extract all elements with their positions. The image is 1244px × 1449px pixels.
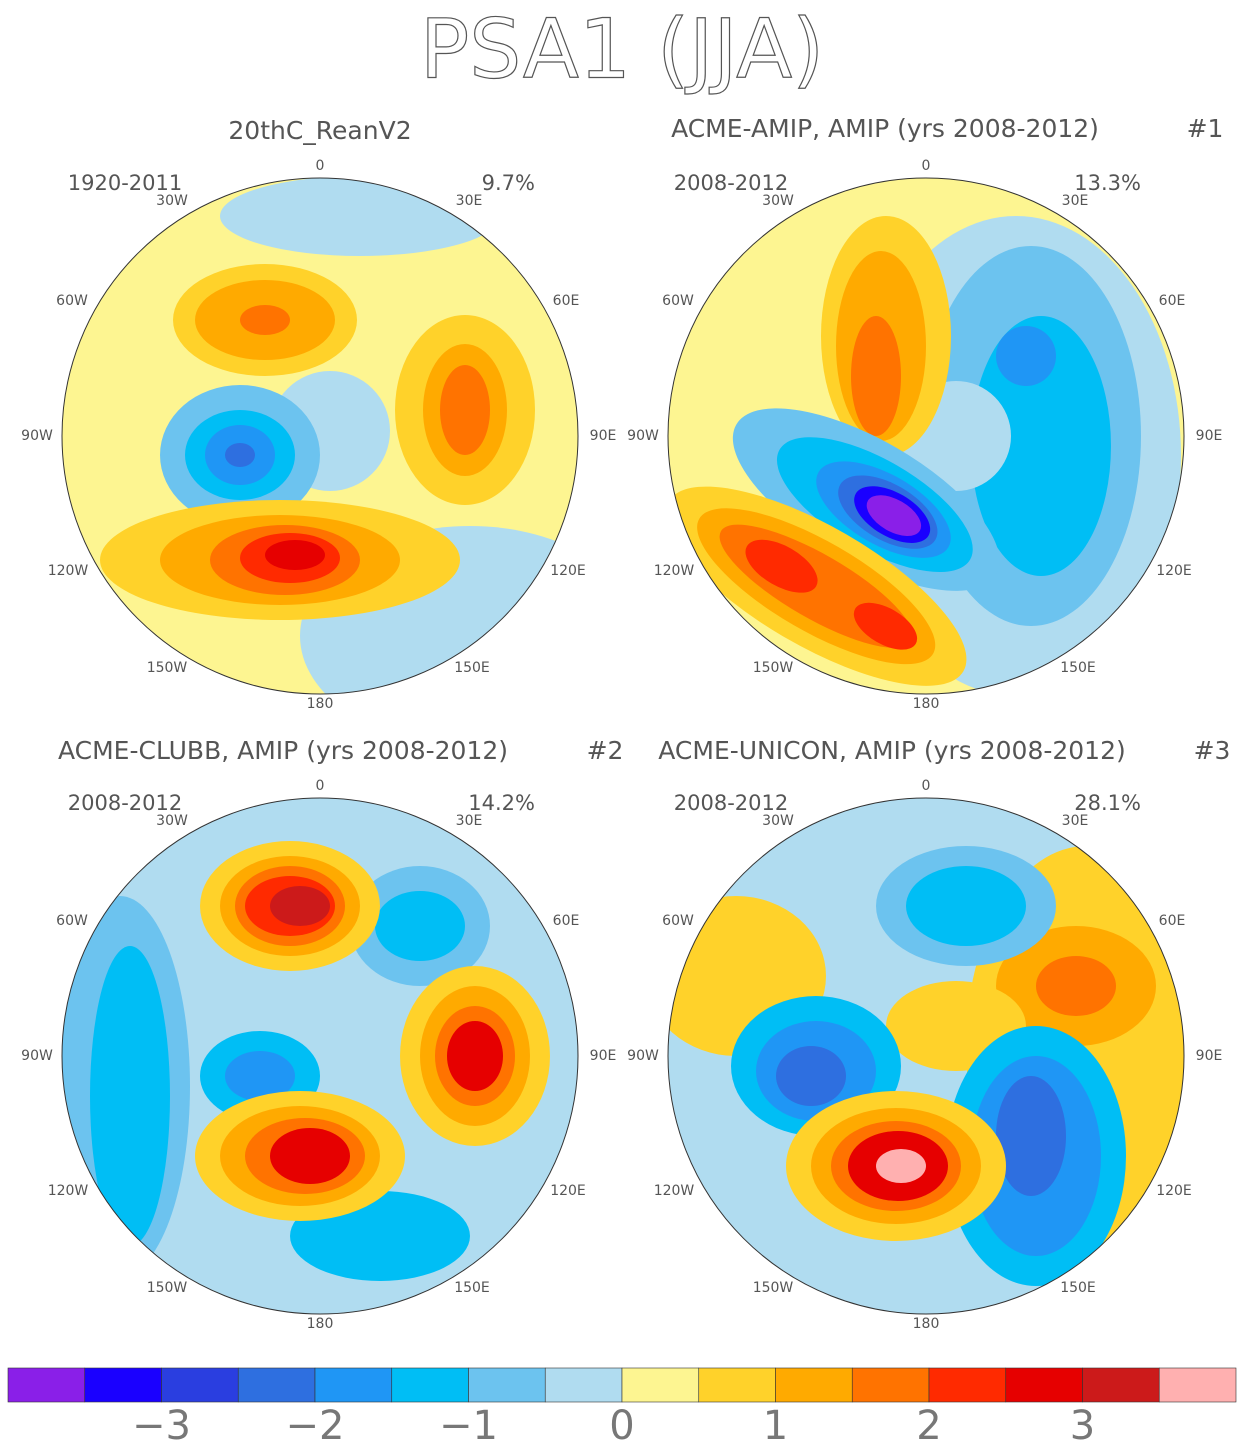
longitude-label: 150E <box>1060 660 1096 676</box>
longitude-label: 120W <box>654 1183 695 1199</box>
longitude-label: 60W <box>56 913 88 929</box>
colorbar-box <box>314 1367 393 1403</box>
colorbar-box <box>84 1367 162 1403</box>
colorbar-box <box>391 1367 469 1403</box>
colorbar-box <box>928 1367 1007 1403</box>
longitude-label: 0 <box>316 158 325 174</box>
map-panel-3 <box>61 797 579 1315</box>
longitude-label: 180 <box>307 696 334 712</box>
colorbar-box <box>237 1367 316 1403</box>
longitude-label: 30E <box>456 193 483 209</box>
longitude-label: 120E <box>1156 1183 1192 1199</box>
period: 2008-2012 <box>674 791 788 815</box>
map-panel-2 <box>667 177 1185 695</box>
colorbar-label: 2 <box>916 1403 941 1449</box>
longitude-label: 150E <box>454 660 490 676</box>
colorbar-label: 1 <box>763 1403 788 1449</box>
colorbar-box <box>1005 1367 1083 1403</box>
panel-title: ACME-CLUBB, AMIP (yrs 2008-2012) <box>58 736 508 765</box>
colorbar-box <box>1158 1367 1237 1403</box>
longitude-label: 90E <box>1196 428 1223 444</box>
longitude-label: 30E <box>1062 813 1089 829</box>
longitude-label: 30E <box>1062 193 1089 209</box>
longitude-label: 30W <box>762 813 794 829</box>
colorbar-box <box>1082 1367 1160 1403</box>
longitude-label: 120E <box>1156 563 1192 579</box>
panel-tag: #3 <box>1194 736 1231 765</box>
longitude-label: 180 <box>307 1316 334 1332</box>
variance-percent: 14.2% <box>468 791 535 815</box>
colorbar-box <box>544 1367 623 1403</box>
longitude-label: 150E <box>454 1280 490 1296</box>
colorbar-label: 3 <box>1070 1403 1095 1449</box>
period: 2008-2012 <box>68 791 182 815</box>
panel-tag: #1 <box>1187 114 1224 143</box>
longitude-label: 60W <box>56 293 88 309</box>
colorbar-box <box>698 1367 776 1403</box>
panel-title: 20thC_ReanV2 <box>228 116 411 145</box>
longitude-label: 90E <box>590 428 617 444</box>
colorbar-box <box>7 1367 86 1403</box>
panel-title: ACME-AMIP, AMIP (yrs 2008-2012) <box>671 114 1099 143</box>
longitude-label: 180 <box>913 1316 940 1332</box>
longitude-label: 60E <box>553 293 580 309</box>
longitude-label: 120W <box>654 563 695 579</box>
colorbar-box <box>851 1367 930 1403</box>
panel-title: ACME-UNICON, AMIP (yrs 2008-2012) <box>658 736 1126 765</box>
longitude-label: 30W <box>762 193 794 209</box>
longitude-label: 150W <box>147 1280 188 1296</box>
longitude-label: 180 <box>913 696 940 712</box>
longitude-label: 90W <box>627 1048 659 1064</box>
longitude-label: 30W <box>156 193 188 209</box>
longitude-label: 120E <box>550 1183 586 1199</box>
longitude-label: 60E <box>1159 913 1186 929</box>
longitude-label: 90W <box>21 1048 53 1064</box>
longitude-label: 0 <box>922 778 931 794</box>
period: 2008-2012 <box>674 171 788 195</box>
colorbar-box <box>621 1367 700 1403</box>
longitude-label: 90W <box>21 428 53 444</box>
colorbar-label: −2 <box>286 1403 345 1449</box>
longitude-label: 150W <box>753 660 794 676</box>
figure-title: PSA1 (JJA) <box>420 2 824 97</box>
variance-percent: 13.3% <box>1074 171 1141 195</box>
longitude-label: 120W <box>48 1183 89 1199</box>
map-panel-4 <box>667 797 1185 1315</box>
colorbar-box <box>468 1367 546 1403</box>
longitude-label: 30W <box>156 813 188 829</box>
longitude-label: 120W <box>48 563 89 579</box>
colorbar-label: −3 <box>132 1403 191 1449</box>
longitude-label: 150E <box>1060 1280 1096 1296</box>
longitude-label: 60W <box>662 913 694 929</box>
colorbar-box <box>775 1367 853 1403</box>
longitude-label: 90W <box>627 428 659 444</box>
longitude-label: 90E <box>1196 1048 1223 1064</box>
variance-percent: 28.1% <box>1074 791 1141 815</box>
panel-tag: #2 <box>587 736 624 765</box>
period: 1920-2011 <box>68 171 182 195</box>
colorbar-box <box>161 1367 239 1403</box>
longitude-label: 60W <box>662 293 694 309</box>
variance-percent: 9.7% <box>482 171 535 195</box>
longitude-label: 150W <box>147 660 188 676</box>
longitude-label: 30E <box>456 813 483 829</box>
longitude-label: 0 <box>922 158 931 174</box>
colorbar-label: −1 <box>439 1403 498 1449</box>
longitude-label: 60E <box>553 913 580 929</box>
longitude-label: 0 <box>316 778 325 794</box>
longitude-label: 60E <box>1159 293 1186 309</box>
longitude-label: 90E <box>590 1048 617 1064</box>
longitude-label: 120E <box>550 563 586 579</box>
colorbar-label: 0 <box>609 1403 634 1449</box>
longitude-label: 150W <box>753 1280 794 1296</box>
